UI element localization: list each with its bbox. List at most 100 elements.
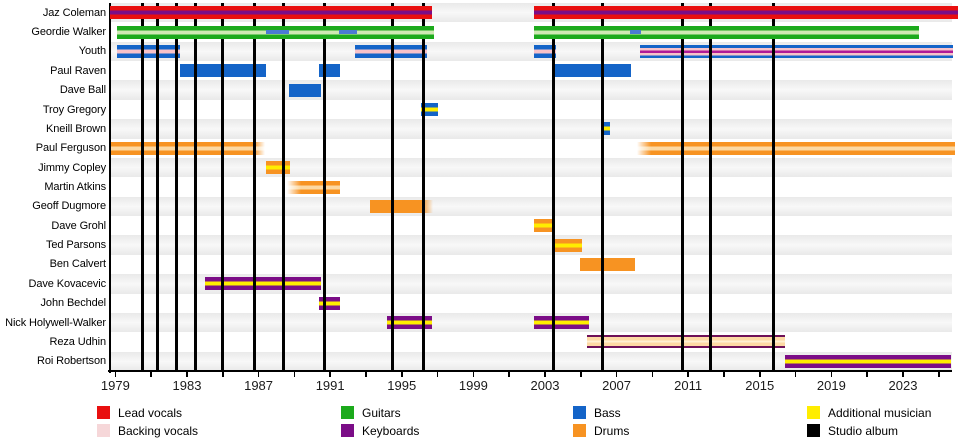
member-label: Paul Raven [50, 64, 106, 77]
axis-tick [401, 372, 403, 378]
axis-tick-label: 1995 [387, 378, 417, 393]
axis-tick [759, 372, 761, 378]
member-label: Dave Ball [59, 84, 106, 97]
axis-tick-label: 2011 [674, 378, 703, 393]
row-stripe [110, 80, 952, 100]
row-stripe [110, 351, 952, 371]
timeline-bar [534, 25, 920, 39]
timeline-bar [579, 257, 636, 271]
axis-tick [150, 372, 152, 378]
timeline-bar [117, 25, 434, 39]
member-label: Geordie Walker [31, 26, 106, 39]
timeline-bar [784, 354, 952, 368]
axis-tick-label: 2023 [888, 378, 918, 393]
legend-swatch-bass [573, 406, 586, 419]
legend-label: Additional musician [828, 406, 932, 420]
bass-overlay-segment [265, 30, 289, 35]
legend-label: Drums [594, 424, 630, 438]
timeline-bar [318, 64, 340, 78]
legend-swatch-studio-album [807, 424, 820, 437]
legend-swatch-guitars [341, 406, 354, 419]
bass-overlay-segment [339, 30, 357, 35]
album-line [600, 3, 604, 371]
axis-tick [651, 372, 654, 378]
timeline-bar [534, 316, 589, 330]
legend-label: Lead vocals [118, 406, 183, 420]
member-label: Youth [78, 45, 106, 58]
member-label: Geoff Dugmore [32, 200, 106, 213]
legend-label: Backing vocals [118, 424, 199, 438]
album-line [391, 3, 395, 371]
axis-tick [293, 372, 296, 378]
legend-swatch-additional-musician [807, 406, 820, 419]
axis-tick [329, 372, 331, 378]
axis-tick-label: 1999 [458, 378, 488, 393]
timeline-bar [289, 83, 322, 97]
axis-tick [186, 372, 188, 378]
timeline-bar [553, 64, 631, 78]
axis-tick [866, 372, 868, 378]
member-label: Jaz Coleman [42, 6, 106, 19]
legend-label: Keyboards [362, 424, 420, 438]
album-line [253, 3, 257, 371]
timeline-bar [387, 316, 433, 330]
legend-swatch-keyboards [341, 424, 354, 437]
timeline-bar [553, 238, 582, 252]
timeline-bar [639, 44, 954, 58]
axis-tick [723, 372, 725, 378]
axis-tick [902, 372, 904, 378]
album-line [708, 3, 712, 371]
axis-tick [508, 372, 510, 378]
member-label: Dave Kovacevic [28, 277, 107, 290]
axis-tick [257, 372, 260, 378]
row-stripe [110, 312, 952, 333]
album-line [771, 3, 775, 371]
axis-tick [687, 372, 689, 378]
member-label: Martin Atkins [44, 181, 106, 193]
timeline-bar [355, 44, 427, 58]
legend-label: Studio album [828, 424, 899, 438]
timeline-bar [204, 277, 322, 291]
axis-tick [222, 372, 224, 378]
album-line [551, 3, 555, 371]
timeline-bar [601, 122, 611, 136]
row-stripe [110, 235, 952, 255]
member-label: Paul Ferguson [35, 142, 106, 155]
axis-tick [365, 372, 367, 378]
axis-tick [938, 372, 940, 378]
album-line [421, 3, 425, 371]
axis-tick-label: 1979 [100, 378, 130, 393]
axis-tick [794, 372, 797, 378]
timeline-bar [587, 335, 785, 349]
bass-overlay-segment [629, 30, 641, 35]
row-stripe [110, 119, 952, 139]
axis-tick-label: 2003 [530, 378, 560, 393]
member-label: Ted Parsons [45, 239, 106, 252]
timeline-bar [318, 296, 340, 310]
legend-label: Bass [594, 406, 621, 420]
timeline-bar [637, 141, 955, 155]
timeline-bar [117, 44, 180, 58]
album-line [141, 3, 145, 371]
y-axis [108, 3, 112, 373]
timeline-bar [265, 161, 290, 175]
album-line [193, 3, 197, 371]
timeline-bar [534, 6, 959, 20]
axis-tick [436, 372, 439, 378]
member-label: Nick Holywell-Walker [5, 316, 106, 329]
x-axis [108, 370, 952, 373]
member-label: Kneill Brown [46, 122, 106, 135]
axis-tick [580, 372, 582, 378]
member-label: Reza Udhin [49, 335, 107, 348]
axis-tick-label: 1983 [172, 378, 202, 393]
legend-swatch-lead-vocals [97, 406, 110, 419]
timeline-bar [110, 6, 433, 20]
axis-tick-label: 1991 [315, 378, 345, 393]
axis-tick-label: 2007 [602, 378, 632, 393]
axis-tick-label: 2015 [745, 378, 775, 393]
timeline-bar [534, 44, 556, 58]
member-label: Troy Gregory [42, 103, 106, 116]
axis-tick [472, 372, 475, 378]
axis-tick-label: 1987 [244, 378, 274, 393]
timeline-bar [369, 199, 434, 213]
